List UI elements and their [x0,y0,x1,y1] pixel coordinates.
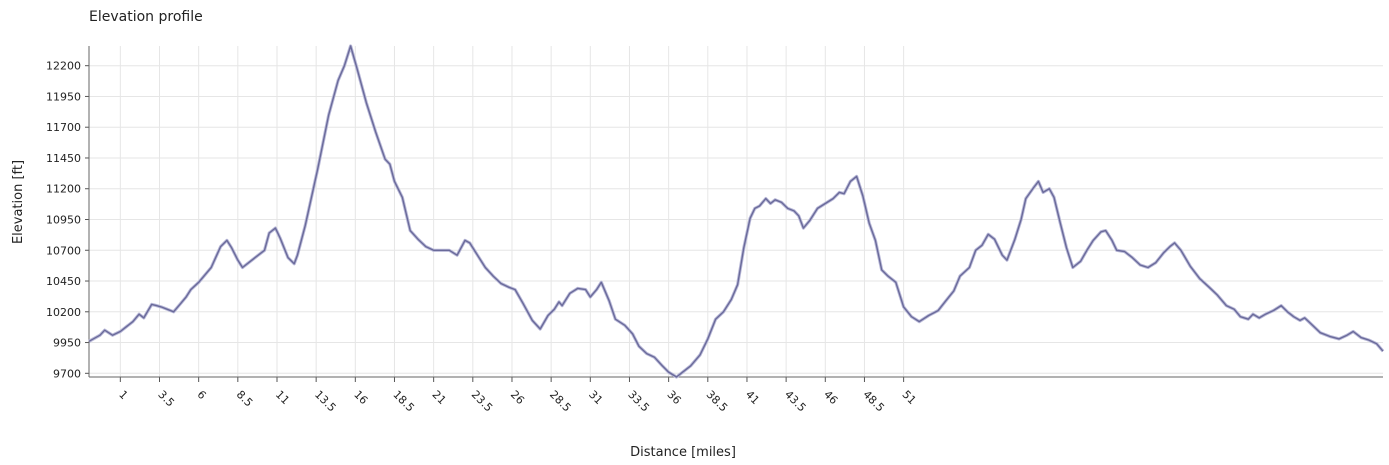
y-axis-title: Elevation [ft] [11,160,26,244]
grid-layer [89,46,1383,377]
x-tick-label: 13.5 [312,388,339,415]
y-tick-label: 10200 [46,306,81,319]
x-tick-label: 38.5 [704,388,731,415]
y-tick-label: 11700 [46,121,81,134]
y-tick-label: 9950 [53,337,81,350]
y-tick-label: 10450 [46,275,81,288]
y-tick-label: 10950 [46,213,81,226]
x-tick-label: 31 [586,388,605,407]
x-tick-label: 36 [665,388,684,407]
x-tick-label: 18.5 [390,388,417,415]
x-tick-label: 51 [900,388,919,407]
x-tick-label: 6 [195,388,209,402]
y-tick-label: 11200 [46,183,81,196]
tick-label-layer: 9700995010200104501070010950112001145011… [46,60,919,415]
series-line-halo [88,44,1385,379]
x-tick-label: 1 [116,388,130,402]
x-tick-label: 41 [743,388,762,407]
y-tick-label: 10700 [46,244,81,257]
x-tick-label: 11 [273,388,292,407]
x-tick-label: 46 [821,388,840,407]
elevation-series-line [88,45,1384,378]
x-tick-label: 26 [508,388,527,407]
x-tick-label: 33.5 [625,388,652,415]
x-tick-label: 8.5 [234,388,256,410]
x-tick-label: 28.5 [547,388,574,415]
x-tick-label: 43.5 [782,388,809,415]
x-tick-label: 23.5 [469,388,496,415]
series-layer [88,44,1385,379]
y-tick-label: 9700 [53,367,81,380]
y-tick-label: 11950 [46,90,81,103]
x-tick-label: 16 [351,388,370,407]
chart-title: Elevation profile [89,9,203,25]
y-tick-label: 12200 [46,60,81,73]
y-tick-label: 11450 [46,152,81,165]
x-tick-label: 3.5 [155,388,177,410]
axis-layer [85,46,1383,382]
x-tick-label: 21 [430,388,449,407]
x-axis-title: Distance [miles] [630,445,736,460]
x-tick-label: 48.5 [860,388,887,415]
